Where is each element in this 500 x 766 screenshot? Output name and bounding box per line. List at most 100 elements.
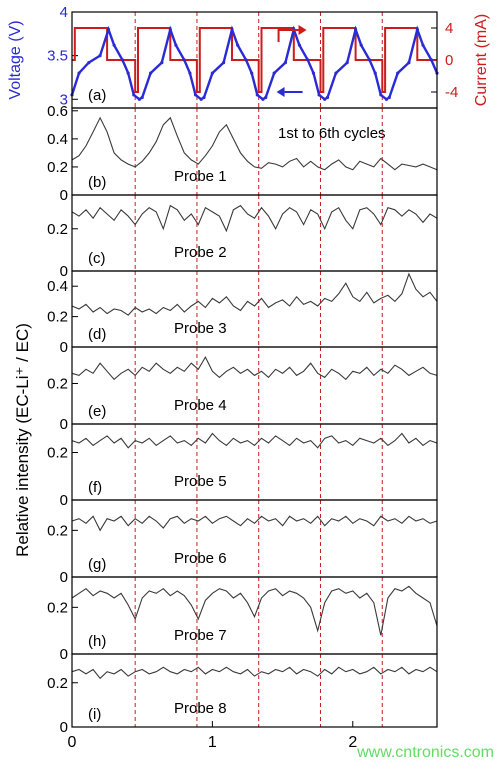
y-tick-label: 0: [60, 719, 68, 736]
voltage-point: [230, 27, 234, 32]
y-tick-label: 0: [60, 339, 68, 356]
y-tick-label: 0: [60, 569, 68, 586]
panel-label: (b): [88, 174, 106, 191]
x-tick-label: 0: [68, 734, 77, 751]
voltage-point: [120, 58, 125, 62]
voltage-point: [317, 93, 321, 97]
probe-label: Probe 7: [174, 627, 227, 644]
relative-intensity-axis-label: Relative intensity (EC-Li⁺ / EC): [13, 323, 32, 557]
voltage-point: [272, 71, 276, 75]
panel-label: (a): [88, 87, 106, 104]
probe-label: Probe 1: [174, 168, 227, 185]
probe-label: Probe 3: [174, 320, 227, 337]
probe-label: Probe 4: [174, 397, 227, 414]
y-tick-label: 0.2: [47, 445, 68, 462]
voltage-point: [396, 71, 400, 75]
panel-g: 0 0.2 Probe 6 (g): [47, 499, 438, 586]
y-tick-label: 0.2: [47, 599, 68, 616]
voltage-point: [261, 97, 265, 101]
voltage-point: [297, 43, 302, 47]
panel-label: (c): [88, 250, 106, 267]
y-tick-label: 0.4: [47, 278, 68, 295]
current-axis-label: Current (mA): [473, 14, 490, 106]
voltage-point: [384, 97, 389, 101]
intensity-series-line: [71, 585, 438, 636]
voltage-point: [160, 61, 164, 65]
panel-i: 0 0.2 Probe 8 (i): [47, 653, 438, 736]
voltage-point: [368, 58, 372, 62]
y-tick-label: 0.2: [47, 159, 68, 176]
probe-label: Probe 6: [174, 550, 227, 567]
voltage-point: [387, 95, 391, 100]
voltage-point: [311, 71, 316, 75]
x-tick-label: 2: [348, 734, 357, 751]
y-tick-label: 3: [60, 91, 68, 108]
voltage-point: [222, 61, 226, 65]
voltage-point: [140, 95, 144, 100]
voltage-point: [264, 95, 268, 100]
panel-a: 3 3.5 4 4 0 -4 Voltage (V) Current (mA) (a): [7, 4, 490, 109]
y-right-tick-label: 0: [445, 52, 453, 69]
voltage-point: [244, 58, 248, 62]
y-tick-label: 0.2: [47, 309, 68, 326]
voltage-point: [325, 95, 330, 100]
intensity-series-line: [71, 116, 438, 171]
voltage-point: [407, 61, 411, 65]
voltage-point: [334, 71, 338, 75]
probe-label: Probe 2: [174, 244, 227, 261]
voltage-point: [193, 93, 198, 97]
x-tick-label: 1: [208, 734, 217, 751]
voltage-point: [415, 27, 419, 32]
panel-e: 0 0.2 Probe 4 (e): [47, 346, 438, 433]
intensity-series-line: [71, 355, 438, 381]
probe-label: Probe 5: [174, 473, 227, 490]
voltage-point: [250, 71, 254, 75]
voltage-point: [345, 61, 349, 65]
voltage-point: [87, 61, 91, 65]
panel-d: 0 0.2 0.4 Probe 3 (d): [47, 270, 438, 356]
charge-arrow-head: [298, 25, 307, 35]
panel-label: (g): [88, 556, 106, 573]
voltage-point: [174, 43, 178, 47]
panel-label: (d): [88, 326, 106, 343]
panel-label: (e): [88, 403, 106, 420]
probe-label: Probe 8: [174, 700, 227, 717]
voltage-point: [323, 97, 327, 101]
y-tick-label: 0: [60, 492, 68, 509]
panel-c: 0 0.2 Probe 2 (c): [47, 194, 438, 280]
panel-label: (f): [88, 479, 102, 496]
y-tick-label: 0.2: [47, 221, 68, 238]
watermark: www.cntronics.com: [357, 744, 494, 761]
voltage-point: [77, 71, 81, 75]
panel-frame: [71, 653, 438, 728]
charge-arrow: [277, 29, 299, 42]
voltage-point: [106, 27, 111, 32]
intensity-series-line: [71, 272, 438, 316]
voltage-point: [429, 58, 433, 62]
discharge-arrow-head: [276, 87, 285, 97]
voltage-point: [168, 27, 172, 32]
intensity-series-line: [71, 204, 438, 233]
voltage-point: [112, 43, 116, 47]
voltage-point: [379, 93, 383, 97]
y-tick-label: 0.2: [47, 675, 68, 692]
voltage-point: [98, 54, 102, 58]
y-tick-label: 0.4: [47, 131, 68, 148]
voltage-point: [126, 71, 130, 75]
y-tick-label: 4: [60, 4, 68, 21]
intensity-series-line: [71, 515, 438, 532]
y-tick-label: 0.6: [47, 103, 68, 120]
panel-label: (i): [88, 706, 101, 723]
y-tick-label: 0: [60, 646, 68, 663]
voltage-point: [353, 27, 358, 32]
voltage-point: [421, 43, 425, 47]
voltage-point: [182, 58, 186, 62]
voltage-point: [202, 95, 206, 100]
panel-label: (h): [88, 633, 106, 650]
y-tick-label: 0: [60, 187, 68, 204]
voltage-point: [132, 93, 136, 97]
intensity-series-line: [71, 666, 438, 680]
y-tick-label: 3.5: [47, 48, 68, 65]
y-right-tick-label: -4: [445, 84, 458, 101]
